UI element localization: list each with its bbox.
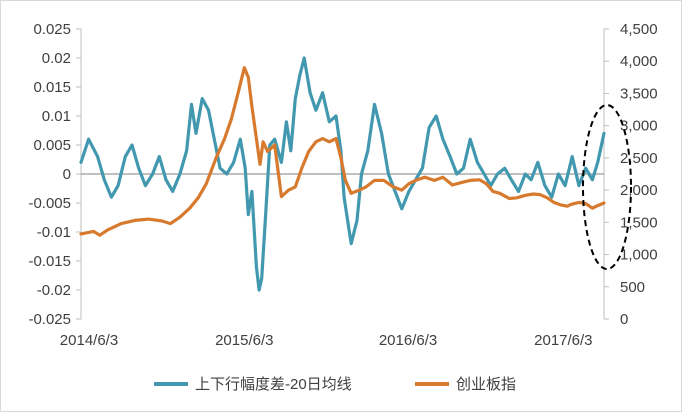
right-tick-label: 1,000 [620, 247, 658, 264]
right-tick-label: 3,000 [620, 118, 658, 135]
left-tick-label: -0.02 [37, 282, 71, 299]
left-tick-label: 0.01 [42, 108, 71, 125]
x-tick-label: 2017/6/3 [534, 332, 592, 349]
annotation-layer [582, 104, 632, 270]
right-tick-label: 2,000 [620, 182, 658, 199]
x-tick-label: 2015/6/3 [215, 332, 273, 349]
left-tick-label: 0.02 [42, 50, 71, 67]
right-tick-label: 0 [620, 311, 628, 328]
x-tick-label: 2014/6/3 [60, 332, 118, 349]
left-tick-label: -0.01 [37, 224, 71, 241]
right-tick-label: 500 [620, 279, 645, 296]
spread-ma20-line [79, 56, 606, 292]
series-layer [79, 56, 606, 292]
chinext-index-line [79, 66, 606, 237]
right-tick-label: 4,000 [620, 53, 658, 70]
right-tick-label: 3,500 [620, 85, 658, 102]
left-tick-label: -0.015 [28, 253, 71, 270]
legend: 上下行幅度差-20日均线 创业板指 [154, 375, 516, 393]
left-tick-label: 0 [63, 166, 71, 183]
x-tick-label: 2016/6/3 [379, 332, 437, 349]
left-tick-label: 0.025 [33, 21, 71, 38]
dashed-ellipse-annotation [582, 104, 632, 270]
right-tick-label: 2,500 [620, 150, 658, 167]
left-tick-label: 0.015 [33, 79, 71, 96]
left-tick-label: -0.005 [28, 195, 71, 212]
legend-label: 创业板指 [456, 375, 516, 393]
legend-label: 上下行幅度差-20日均线 [195, 376, 352, 393]
right-tick-label: 1,500 [620, 214, 658, 231]
axes-layer: -0.025 -0.02 -0.015 -0.01 -0.005 0 0.005 0.01 0.… [28, 21, 657, 349]
right-tick-label: 4,500 [620, 21, 658, 38]
left-tick-label: 0.005 [33, 137, 71, 154]
left-tick-label: -0.025 [28, 311, 71, 328]
